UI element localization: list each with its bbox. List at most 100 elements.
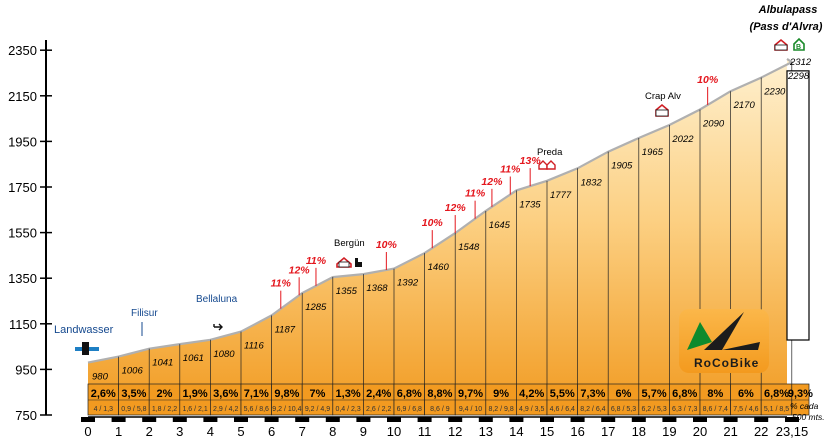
x-tick-label: 18 <box>632 424 646 439</box>
gradient-cell <box>118 383 150 416</box>
gradient-label: 6,8% <box>764 388 789 400</box>
gradient-label: 1,9% <box>183 388 208 400</box>
gradient-range-label: 8,2 / 6,4 <box>580 406 605 413</box>
gradient-label: 3,5% <box>121 388 146 400</box>
gradient-cell <box>179 383 211 416</box>
gradient-range-label: 9,4 / 10 <box>459 406 482 413</box>
x-tick-mark <box>172 417 187 422</box>
gradient-range-label: 6,9 / 6,8 <box>397 406 422 413</box>
gradient-range-label: 4,9 / 3,5 <box>519 406 544 413</box>
gradient-range-label: 8,6 / 9 <box>430 406 450 413</box>
gradient-range-label: 0,4 / 2,3 <box>335 406 360 413</box>
gradient-range-label: 2,9 / 4,2 <box>213 406 238 413</box>
altitude-label: 1041 <box>152 358 173 369</box>
gradient-cell <box>791 383 810 416</box>
steep-marker-label: 10% <box>422 217 444 229</box>
x-tick-label: 2 <box>146 424 153 439</box>
tunnel-icon-block <box>82 342 89 355</box>
x-tick-mark <box>509 417 524 422</box>
altitude-label: 2022 <box>671 134 694 145</box>
gradient-label: 6,8% <box>397 388 422 400</box>
x-tick-label: 19 <box>662 424 676 439</box>
altitude-label: 1116 <box>244 341 264 352</box>
steep-marker-label: 12% <box>481 176 503 188</box>
summit-subtitle: (Pass d'Alvra) <box>750 21 823 33</box>
gradient-cell <box>607 383 640 416</box>
altitude-label: 1460 <box>428 262 450 273</box>
gradient-label: 9,7% <box>458 388 483 400</box>
steep-marker-label: 12% <box>289 264 311 276</box>
steep-marker-label: 10% <box>697 74 719 86</box>
x-tick-label: 10 <box>387 424 401 439</box>
gradient-label: 8,8% <box>427 388 452 400</box>
gradient-cell <box>760 383 793 416</box>
x-tick-label: 4 <box>207 424 214 439</box>
place-landwasser: Landwasser <box>54 324 114 355</box>
summit-altitude-label: 2312 <box>789 57 812 68</box>
gradient-range-label: 5,1 / 8,5 <box>764 406 789 413</box>
x-tick-mark <box>570 417 585 422</box>
x-tick-label: 13 <box>479 424 493 439</box>
y-tick-label: 1950 <box>8 134 37 149</box>
y-tick-label: 750 <box>15 408 37 423</box>
gradient-range-label: 6,2 / 5,3 <box>641 406 666 413</box>
gradient-cell <box>546 383 578 416</box>
x-tick-mark <box>111 417 126 422</box>
x-tick-mark <box>387 417 401 422</box>
hostel-icon <box>793 37 805 51</box>
gradient-label: 7% <box>310 388 326 400</box>
steep-marker-label: 11% <box>465 188 486 200</box>
x-tick-label: 12 <box>448 424 462 439</box>
altitude-labels: 980 1006 1041 1061 1080 1116 1187 1285 1355 1368 1… <box>92 57 812 383</box>
y-tick-label: 1150 <box>9 317 37 332</box>
gradient-cell <box>485 383 517 416</box>
place-preda: Preda <box>537 147 563 170</box>
x-tick-label: 11 <box>418 424 432 439</box>
gradient-range-label: 0,9 / 5,8 <box>121 406 146 413</box>
x-tick-mark <box>693 417 707 422</box>
altitude-label: 1735 <box>519 199 541 210</box>
gradient-range-label: 9,2 / 10,4 <box>272 406 301 413</box>
steep-marker-label: 13% <box>520 155 542 167</box>
gradient-label: 2,6% <box>91 388 116 400</box>
gradient-label: 3,6% <box>213 388 238 400</box>
gradient-note-line2: 500 mts. <box>792 412 825 422</box>
altitude-label: 980 <box>92 372 109 383</box>
gradient-label: 7,3% <box>580 388 605 400</box>
gradient-cell <box>210 383 242 416</box>
x-tick-mark <box>478 417 493 422</box>
place-label-crap-alv: Crap Alv <box>645 91 681 102</box>
gradient-range-label: 4,6 / 6,4 <box>550 406 575 413</box>
place-bergun: Bergün <box>334 238 365 268</box>
altitude-label: 1355 <box>336 286 358 297</box>
gradient-cell <box>271 383 303 416</box>
place-label-filisur: Filisur <box>131 308 158 319</box>
x-tick-label: 6 <box>268 424 275 439</box>
steep-marker-label: 10% <box>376 239 398 251</box>
x-tick-mark <box>81 417 95 422</box>
place-crap-alv: Crap Alv <box>645 91 681 117</box>
gradient-label: 6% <box>616 388 632 400</box>
y-tick-label: 1550 <box>8 226 37 241</box>
gradient-cell <box>669 383 701 416</box>
y-tick-label: 1750 <box>8 180 37 195</box>
altitude-label: 1006 <box>122 366 144 377</box>
gradient-cell <box>516 383 548 416</box>
x-axis: 0 1 2 3 4 5 6 7 8 9 10 11 12 13 14 15 16 17 18 19 20 21 22 23,1… <box>81 416 808 439</box>
summit-box <box>786 70 810 341</box>
y-tick-label: 1350 <box>8 271 37 286</box>
altitude-label: 1187 <box>275 324 296 335</box>
x-tick-mark <box>723 417 738 422</box>
gradient-range-label: 8,2 / 9,8 <box>488 406 513 413</box>
x-tick-label: 9 <box>360 424 367 439</box>
x-tick-label: 0 <box>84 424 91 439</box>
altitude-label: 2298 <box>787 71 810 82</box>
x-tick-mark <box>662 417 677 422</box>
house-icon-base <box>774 44 788 51</box>
place-label-landwasser: Landwasser <box>54 324 114 336</box>
x-tick-mark <box>631 417 646 422</box>
x-tick-label: 14 <box>509 424 523 439</box>
x-tick-mark <box>203 417 218 422</box>
x-tick-label: 7 <box>299 424 306 439</box>
